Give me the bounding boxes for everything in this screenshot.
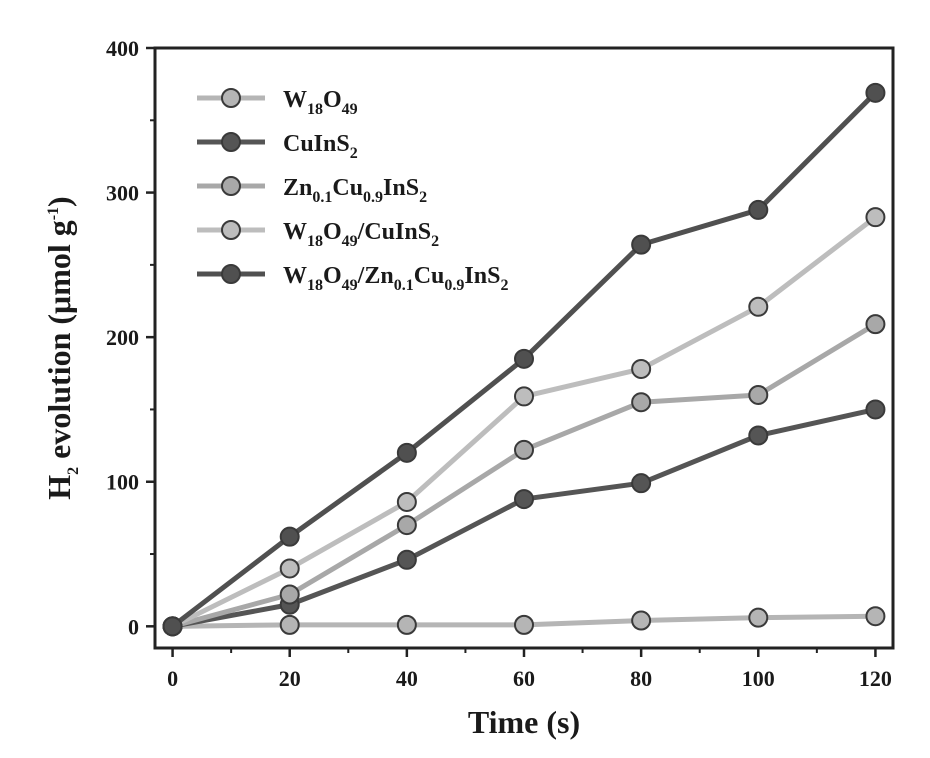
series-0-point-2: [396, 614, 417, 635]
legend-swatch-marker-0: [221, 88, 241, 108]
series-4-point-6: [865, 82, 886, 103]
y-axis-title-subscript: 2: [65, 467, 82, 475]
y-axis-title-superscript: -1: [45, 207, 62, 220]
x-tick-label-100: 100: [742, 666, 775, 691]
y-axis-title-main: evolution (μmol g: [41, 220, 77, 467]
series-1-point-5: [748, 425, 769, 446]
legend: W18O49 CuInS2 Zn0.1Cu0.9InS2 W18O49/CuInS2 W…: [197, 87, 508, 294]
series-1-point-4: [631, 473, 652, 494]
legend-item-0: W18O49: [197, 87, 358, 118]
legend-swatch-marker-1: [221, 132, 241, 152]
series-3-point-1: [279, 558, 300, 579]
legend-swatch-marker-3: [221, 220, 241, 240]
series-4-point-2: [396, 442, 417, 463]
series-1-point-3: [514, 489, 534, 510]
series-4-point-0: [162, 616, 183, 637]
series-4-point-1: [279, 526, 300, 547]
legend-item-4: W18O49/Zn0.1Cu0.9InS2: [197, 263, 508, 294]
series-0-point-5: [748, 607, 769, 628]
legend-label-1: CuInS2: [283, 131, 358, 162]
series-3-point-3: [514, 386, 534, 407]
series-0: [162, 606, 886, 637]
series-2-point-2: [396, 515, 417, 536]
series-0-point-4: [631, 610, 652, 631]
x-axis-title: Time (s): [468, 704, 580, 740]
legend-swatch-marker-2: [221, 176, 241, 196]
series-0-point-6: [865, 606, 886, 627]
legend-label-4: W18O49/Zn0.1Cu0.9InS2: [283, 263, 508, 294]
legend-item-3: W18O49/CuInS2: [197, 219, 439, 250]
series-3-point-2: [396, 491, 417, 512]
series-3-point-6: [865, 207, 886, 228]
y-tick-label-100: 100: [106, 470, 139, 495]
legend-label-3: W18O49/CuInS2: [283, 219, 439, 250]
legend-label-2: Zn0.1Cu0.9InS2: [283, 175, 427, 206]
legend-item-1: CuInS2: [197, 131, 358, 162]
legend-item-2: Zn0.1Cu0.9InS2: [197, 175, 427, 206]
legend-label-0: W18O49: [283, 87, 358, 118]
series-4-point-5: [748, 199, 769, 220]
x-tick-label-20: 20: [279, 666, 301, 691]
x-tick-label-80: 80: [630, 666, 652, 691]
y-tick-label-200: 200: [106, 325, 139, 350]
x-tick-label-0: 0: [167, 666, 178, 691]
x-tick-label-120: 120: [859, 666, 892, 691]
y-axis-title: H2 evolution (μmol g-1): [41, 196, 82, 499]
y-tick-label-0: 0: [128, 614, 139, 639]
y-axis-title-prefix: H: [41, 475, 77, 500]
series-4-point-4: [631, 234, 652, 255]
series-1-point-6: [865, 399, 886, 420]
series-2-point-1: [279, 584, 300, 605]
series-layer: [162, 82, 886, 637]
ticks-layer: 0 20 40 60 80 100 120 0 100 200 300 400: [106, 36, 892, 691]
series-3-point-4: [631, 358, 652, 379]
series-0-point-3: [514, 614, 534, 635]
series-2-point-5: [748, 384, 769, 405]
series-4-point-3: [514, 348, 534, 369]
series-4: [162, 82, 886, 637]
series-1-point-2: [396, 549, 417, 570]
x-tick-label-40: 40: [396, 666, 418, 691]
y-axis-title-suffix: ): [41, 196, 77, 207]
series-0-point-1: [279, 614, 300, 635]
legend-swatch-marker-4: [221, 264, 241, 284]
series-2-point-6: [865, 314, 886, 335]
x-tick-label-60: 60: [513, 666, 535, 691]
series-3-point-5: [748, 296, 769, 317]
y-tick-label-300: 300: [106, 181, 139, 206]
y-tick-label-400: 400: [106, 36, 139, 61]
series-2-point-4: [631, 392, 652, 413]
series-2-point-3: [514, 439, 534, 460]
